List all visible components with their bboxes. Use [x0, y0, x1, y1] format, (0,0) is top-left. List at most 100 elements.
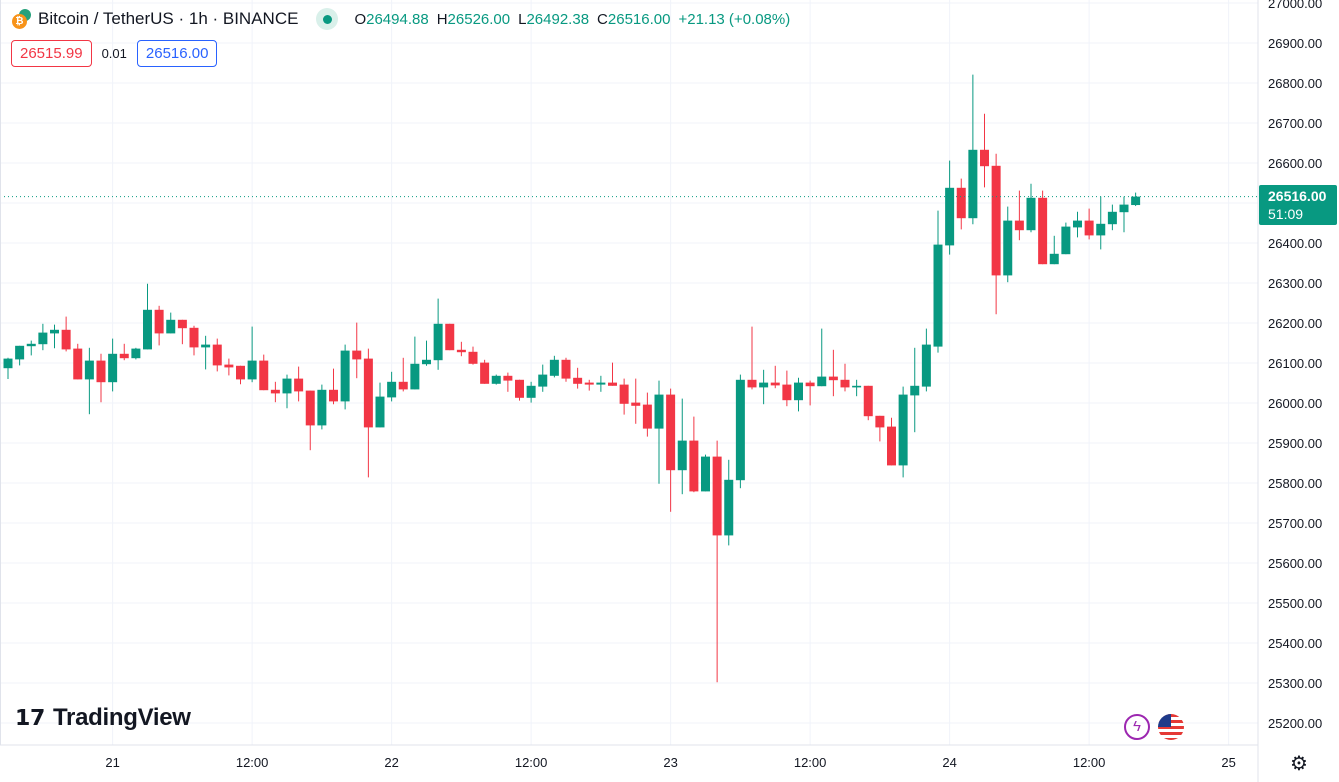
current-price-value: 26516.00 [1268, 188, 1327, 204]
candle-down [96, 353, 106, 403]
candle-body [84, 360, 94, 380]
time-tick-label: 12:00 [794, 755, 827, 770]
candle-up [247, 326, 257, 383]
time-tick-label: 24 [942, 755, 956, 770]
candle-body [503, 375, 513, 381]
market-open-dot-icon[interactable] [316, 8, 339, 30]
candle-up [724, 459, 734, 546]
time-axis[interactable]: 21 12:00 22 12:00 23 12:00 24 12:00 25 [105, 755, 1235, 770]
candle-down [642, 392, 652, 437]
candle-down [73, 343, 83, 380]
symbol-title[interactable]: Bitcoin / TetherUS · 1h · BINANCE [38, 9, 299, 28]
candle-body [387, 381, 397, 398]
candle-body [933, 244, 943, 347]
price-tick-label: 25700.00 [1268, 516, 1322, 531]
candle-up [340, 344, 350, 410]
tradingview-logo[interactable]: 𝟭𝟳 TradingView [15, 704, 191, 732]
candle-body [770, 382, 780, 386]
close-value: 26516.00 [607, 10, 671, 28]
candle-body [26, 343, 36, 347]
time-tick-label: 25 [1221, 755, 1235, 770]
candle-body [817, 376, 827, 387]
candle-body [759, 382, 769, 388]
candle-up [1026, 183, 1036, 233]
candle-down [398, 357, 408, 392]
candle-up [933, 210, 943, 353]
candle-body [1084, 220, 1094, 236]
price-tick-label: 25900.00 [1268, 436, 1322, 451]
price-tick-label: 26600.00 [1268, 156, 1322, 171]
candle-body [735, 379, 745, 481]
candle-down [887, 417, 896, 466]
time-tick-label: 12:00 [236, 755, 269, 770]
price-tick-label: 25200.00 [1268, 716, 1322, 731]
candle-body [701, 456, 710, 492]
candle-body [212, 344, 222, 366]
us-flag-icon[interactable] [1158, 714, 1184, 740]
candle-down [154, 305, 164, 346]
candle-body [410, 363, 420, 390]
candle-up [166, 312, 176, 334]
candle-down [456, 341, 466, 357]
candle-down [608, 362, 617, 386]
candle-body [201, 344, 211, 348]
candle-down [991, 153, 1001, 315]
candle-up [852, 379, 862, 397]
candle-down [561, 357, 571, 382]
price-tick-label: 25800.00 [1268, 476, 1322, 491]
candle-down [875, 415, 885, 442]
candle-body [619, 384, 629, 404]
close-label: C [597, 10, 608, 28]
candle-body [852, 385, 862, 388]
candle-down [840, 363, 850, 392]
open-value: 26494.88 [366, 10, 429, 28]
candle-up [38, 323, 48, 351]
candle-body [1026, 197, 1036, 231]
candle-body [143, 309, 152, 350]
candle-body [584, 382, 594, 385]
candle-up [1073, 211, 1082, 238]
candle-body [782, 384, 792, 401]
time-tick-label: 12:00 [515, 755, 548, 770]
candle-body [108, 353, 118, 383]
buy-button[interactable]: 26516.00 [136, 40, 218, 67]
candle-up [1003, 206, 1013, 283]
candle-down [503, 372, 513, 392]
time-tick-label: 12:00 [1073, 755, 1106, 770]
candle-down [305, 390, 315, 451]
price-axis[interactable]: 27000.00 26900.00 26800.00 26700.00 26600.00… [1268, 0, 1322, 731]
lightning-icon[interactable]: ϟ [1124, 714, 1150, 740]
sell-button[interactable]: 26515.99 [11, 40, 92, 67]
candle-down [189, 325, 199, 356]
candle-down [259, 354, 269, 391]
candle-body [491, 375, 501, 384]
candle-down [712, 440, 722, 683]
candle-body [666, 394, 676, 471]
spread-value: 0.01 [101, 46, 127, 61]
candle-up [817, 328, 827, 387]
candle-down [61, 316, 71, 352]
candle-up [201, 335, 211, 370]
candle-body [875, 415, 885, 428]
settings-gear-icon[interactable]: ⚙ [1290, 753, 1308, 775]
candle-body [398, 381, 408, 390]
candle-up [1049, 235, 1059, 265]
candle-body [921, 344, 931, 387]
candle-body [526, 385, 536, 398]
candle-body [189, 327, 199, 348]
candle-down [294, 366, 304, 402]
candle-body [131, 348, 141, 359]
candle-body [631, 402, 641, 406]
candle-body [1049, 253, 1059, 265]
tradingview-wordmark: TradingView [53, 704, 191, 731]
candle-body [119, 353, 129, 359]
candle-body [840, 379, 850, 388]
candle-body [236, 365, 245, 380]
candle-down [352, 322, 362, 379]
candle-up [422, 340, 431, 366]
candle-body [282, 378, 292, 394]
low-value: 26492.38 [526, 10, 590, 28]
candle-body [445, 323, 455, 351]
candle-body [270, 389, 280, 394]
